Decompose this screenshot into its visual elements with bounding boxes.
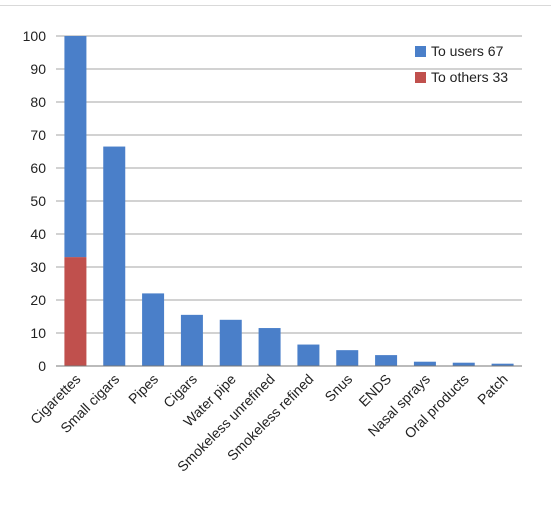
top-divider — [0, 5, 551, 6]
bar-users — [413, 361, 436, 366]
legend: To users 67 To others 33 — [415, 43, 508, 85]
bar-users — [258, 328, 281, 366]
bar-others — [64, 257, 87, 366]
bar-users — [180, 314, 203, 366]
y-tick-label: 0 — [38, 358, 46, 374]
bar-users — [375, 355, 398, 366]
bar-users — [297, 344, 320, 366]
bar-users — [336, 350, 359, 366]
gridlines — [56, 35, 522, 367]
y-tick-label: 70 — [30, 127, 46, 143]
bar-users — [103, 146, 126, 366]
y-tick-label: 30 — [30, 259, 46, 275]
x-tick-label: Snus — [321, 371, 355, 405]
y-tick-label: 60 — [30, 160, 46, 176]
y-tick-label: 20 — [30, 292, 46, 308]
bar-users — [219, 319, 242, 366]
y-tick-label: 100 — [23, 28, 47, 44]
x-tick-label: Pipes — [125, 371, 161, 407]
y-tick-label: 40 — [30, 226, 46, 242]
bar-users — [491, 363, 514, 366]
bar-users — [452, 362, 475, 366]
y-tick-label: 90 — [30, 61, 46, 77]
y-tick-label: 50 — [30, 193, 46, 209]
legend-label: To others 33 — [431, 69, 508, 85]
y-tick-label: 10 — [30, 325, 46, 341]
x-tick-label: Patch — [474, 371, 511, 408]
bar-users — [142, 293, 165, 366]
bars — [64, 36, 514, 366]
legend-swatch — [415, 72, 426, 83]
bar-users — [64, 36, 87, 258]
legend-label: To users 67 — [431, 43, 504, 59]
y-axis-ticks: 0 10 20 30 40 50 60 70 80 90 100 — [23, 28, 47, 374]
y-tick-label: 80 — [30, 94, 46, 110]
legend-swatch — [415, 46, 426, 57]
